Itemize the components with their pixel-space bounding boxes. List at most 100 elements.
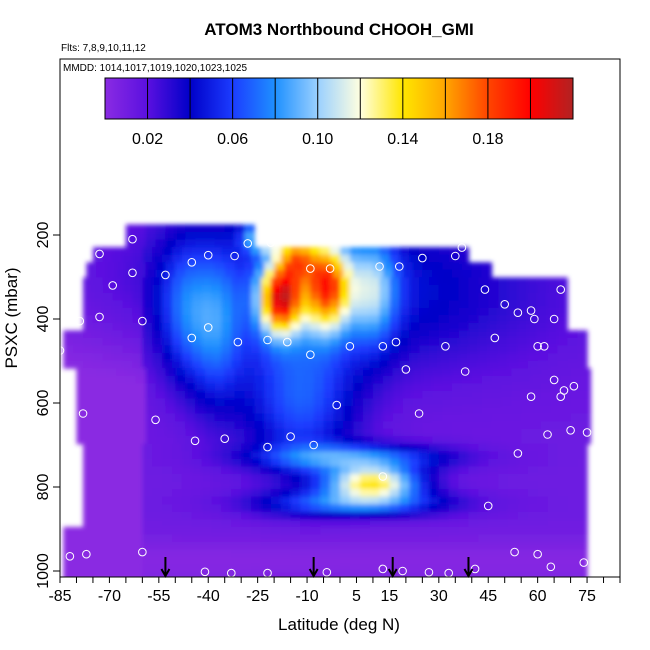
heatmap-cell (152, 345, 163, 354)
heatmap-cell (221, 542, 232, 551)
heatmap-cell (343, 262, 354, 271)
heatmap-cell (142, 277, 153, 286)
heatmap-cell (165, 383, 176, 392)
heatmap-cell (498, 360, 509, 369)
heatmap-cell (438, 277, 450, 286)
heatmap-cell (83, 292, 94, 301)
heatmap-cell (438, 458, 450, 468)
heatmap-cell (303, 398, 315, 407)
heatmap-cell (412, 368, 423, 377)
heatmap-cell (132, 458, 143, 468)
heatmap-cell (145, 232, 157, 241)
heatmap-cell (409, 300, 420, 309)
heatmap-cell (402, 375, 414, 384)
heatmap-cell (244, 405, 255, 415)
heatmap-cell (313, 428, 325, 437)
heatmap-cell (102, 353, 114, 362)
heatmap-cell (135, 262, 147, 271)
heatmap-cell (547, 307, 559, 316)
heatmap-cell (102, 549, 114, 558)
heatmap-cell (63, 345, 74, 354)
heatmap-cell (280, 307, 292, 316)
heatmap-cell (402, 383, 414, 392)
heatmap-cell (165, 390, 176, 399)
flight-marker-head (308, 568, 319, 579)
heatmap-cell (172, 360, 183, 369)
heatmap-cell (313, 269, 325, 279)
heatmap-cell (458, 466, 470, 475)
heatmap-cell (537, 526, 549, 536)
heatmap-cell (310, 322, 321, 331)
heatmap-cell (527, 496, 539, 505)
heatmap-cell (478, 458, 489, 468)
heatmap-cell (251, 443, 262, 452)
heatmap-cell (251, 489, 262, 498)
heatmap-cell (132, 466, 143, 475)
heatmap-cell (102, 564, 114, 573)
heatmap-cell (438, 549, 450, 558)
heatmap-cell (73, 534, 84, 543)
heatmap-cell (402, 390, 414, 399)
heatmap-cell (112, 247, 124, 256)
heatmap-cell (251, 458, 262, 468)
heatmap-cell (145, 413, 157, 422)
heatmap-cell (369, 315, 381, 324)
heatmap-cell (92, 345, 104, 354)
heatmap-cell (264, 405, 275, 415)
heatmap-cell (73, 345, 84, 354)
heatmap-cell (498, 345, 509, 354)
heatmap-cell (343, 269, 354, 279)
heatmap-cell (175, 375, 186, 384)
heatmap-cell (102, 504, 114, 513)
heatmap-cell (428, 284, 440, 294)
heatmap-cell (527, 315, 539, 324)
heatmap-cell (419, 451, 430, 460)
heatmap-cell (231, 284, 242, 294)
heatmap-cell (448, 542, 460, 551)
heatmap-cell (320, 360, 331, 369)
x-axis: -85 -70 -55 -40 -25 -10 5 15 30 45 60 75 (48, 577, 621, 605)
heatmap-cell (152, 496, 163, 505)
heatmap-cell (152, 360, 163, 369)
heatmap-cell (501, 398, 512, 407)
flight-marker-head (463, 568, 474, 579)
heatmap-cell (468, 330, 479, 339)
heatmap-cell (152, 337, 163, 347)
heatmap-cell (389, 542, 400, 551)
heatmap-cell (132, 504, 143, 513)
heatmap-cell (458, 473, 470, 483)
heatmap-cell (270, 466, 282, 475)
heatmap-cell (181, 284, 193, 294)
heatmap-cell (201, 292, 213, 301)
observation-point (233, 337, 243, 347)
heatmap-cell (537, 557, 549, 566)
heatmap-cell (125, 232, 137, 241)
heatmap-cell (527, 277, 539, 286)
heatmap-cell (191, 549, 203, 558)
heatmap-cell (537, 534, 549, 543)
heatmap-cell (76, 390, 87, 399)
x-tick-label: 45 (479, 588, 497, 605)
heatmap-cell (468, 519, 479, 528)
heatmap-cell (83, 337, 94, 347)
heatmap-cell (577, 557, 588, 566)
heatmap-cell (501, 428, 512, 437)
heatmap-cell (191, 511, 203, 520)
heatmap-cell (389, 466, 400, 475)
heatmap-cell (274, 262, 285, 271)
heatmap-cell (389, 572, 400, 577)
heatmap-cell (310, 572, 321, 577)
heatmap-cell (162, 451, 173, 460)
heatmap-cell (83, 345, 94, 354)
heatmap-cell (125, 269, 137, 279)
heatmap-cell (498, 473, 509, 483)
heatmap-cell (428, 337, 440, 347)
heatmap-cell (468, 496, 479, 505)
heatmap-cell (112, 458, 124, 468)
heatmap-cell (191, 315, 203, 324)
heatmap-cell (313, 375, 325, 384)
heatmap-cell (260, 526, 272, 536)
observation-point (394, 262, 404, 271)
heatmap-cell (432, 405, 443, 415)
heatmap-cell (438, 360, 450, 369)
